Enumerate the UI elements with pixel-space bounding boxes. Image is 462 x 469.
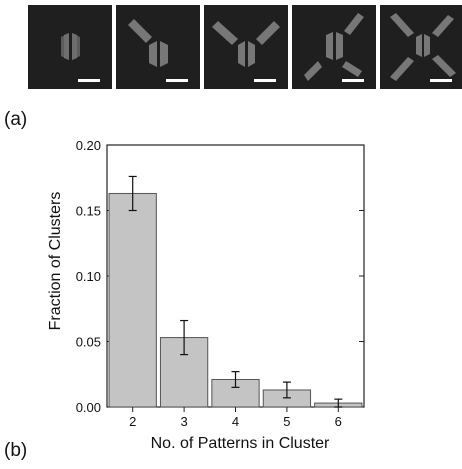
micrograph-5-image <box>390 13 456 82</box>
x-tick-label: 2 <box>129 414 136 429</box>
panel-label-b: (b) <box>4 440 28 461</box>
y-tick-label: 0.00 <box>76 400 101 415</box>
x-tick-label: 5 <box>283 414 290 429</box>
x-tick-label: 3 <box>180 414 187 429</box>
y-axis-title: Fraction of Clusters <box>47 192 64 331</box>
micrograph-panel-3 <box>204 5 288 89</box>
bar <box>108 192 157 408</box>
x-tick-label: 4 <box>232 414 239 429</box>
micrograph-panel-1 <box>28 5 112 89</box>
y-tick-label: 0.10 <box>76 269 101 284</box>
plot-area: 0.00 0.05 0.10 0.15 0.20 2 3 4 5 6 <box>76 138 365 429</box>
y-tick-label: 0.20 <box>76 138 101 153</box>
micrograph-panel-4 <box>292 5 376 89</box>
y-tick-label: 0.15 <box>76 204 101 219</box>
micrograph-strip <box>28 5 462 89</box>
micrograph-2-image <box>128 19 188 82</box>
micrograph-4-image <box>304 13 364 82</box>
micrograph-1-image <box>61 33 100 82</box>
micrograph-panel-2 <box>116 5 200 89</box>
x-axis-title: No. of Patterns in Cluster <box>151 435 330 452</box>
micrograph-3-image <box>212 21 280 82</box>
panel-label-a: (a) <box>4 109 28 130</box>
y-tick-label: 0.05 <box>76 335 101 350</box>
x-tick-label: 6 <box>335 414 342 429</box>
micrograph-panel-5 <box>380 5 462 89</box>
